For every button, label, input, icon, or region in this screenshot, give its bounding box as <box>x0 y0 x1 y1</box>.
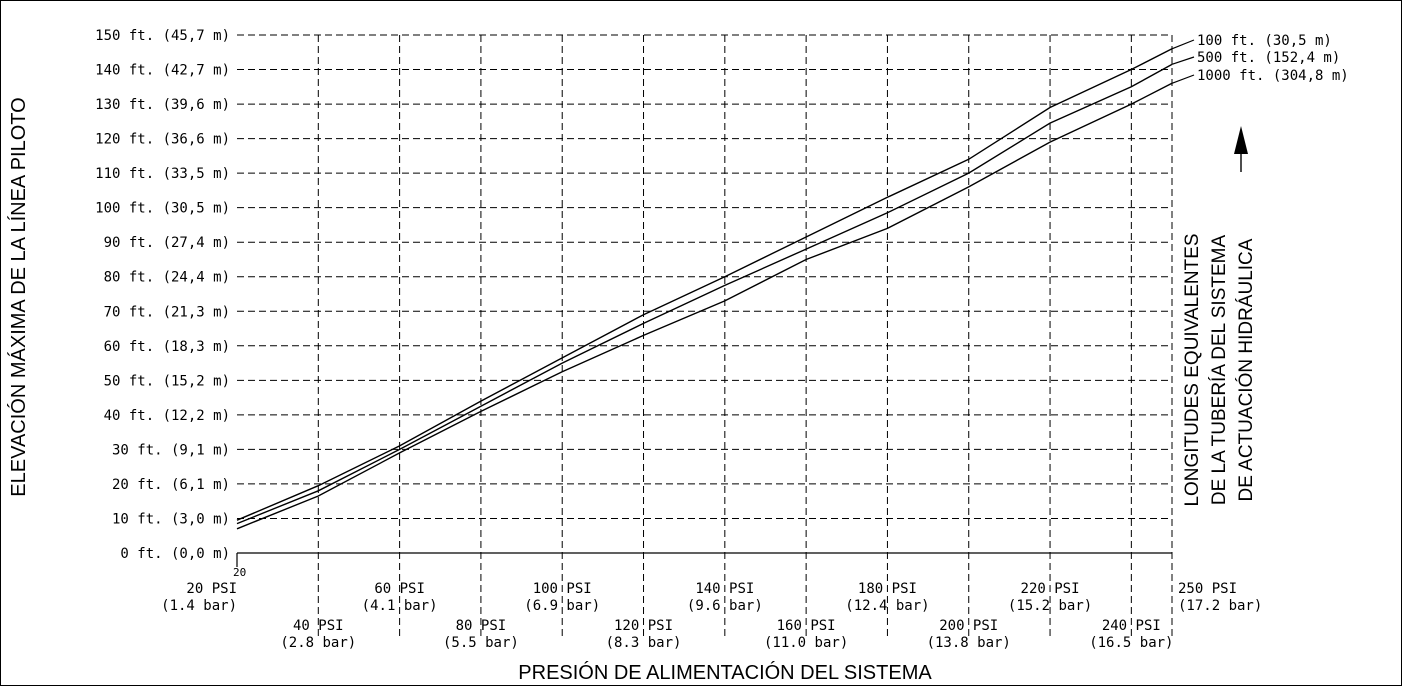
x-axis-title: PRESIÓN DE ALIMENTACIÓN DEL SISTEMA <box>518 661 932 684</box>
y-tick-label: 50 ft. (15,2 m) <box>104 373 230 389</box>
series-leader-line <box>1171 56 1195 65</box>
y-tick-label: 150 ft. (45,7 m) <box>95 28 230 44</box>
stray-label: 20 <box>233 566 246 579</box>
x-tick-bar: (13.8 bar) <box>927 635 1011 651</box>
x-tick-bar: (8.3 bar) <box>606 635 682 651</box>
series-line <box>236 48 1173 521</box>
y-tick-label: 140 ft. (42,7 m) <box>95 63 230 79</box>
series-line <box>236 63 1173 525</box>
x-tick-bar: (5.5 bar) <box>443 635 519 651</box>
series-leader-line <box>1171 74 1195 84</box>
y-tick-label: 10 ft. (3,0 m) <box>112 511 230 527</box>
x-tick-psi: 200 PSI <box>939 618 998 634</box>
series-lines <box>236 48 1173 530</box>
x-tick-labels: 20 PSI(1.4 bar) 40 PSI(2.8 bar) 60 PSI(4.1… <box>161 581 1262 651</box>
y-tick-label: 30 ft. (9,1 m) <box>112 442 230 458</box>
x-tick-bar: (11.0 bar) <box>764 635 848 651</box>
y-tick-label: 60 ft. (18,3 m) <box>104 339 230 355</box>
series-leader-line <box>1171 39 1195 50</box>
y-axis-title: ELEVACIÓN MÁXIMA DE LA LÍNEA PILOTO <box>7 97 30 496</box>
right-title-line-3: DE ACTUACIÓN HIDRÁULICA <box>1235 238 1257 501</box>
x-tick-psi: 100 PSI <box>533 581 592 597</box>
grid <box>237 34 1173 640</box>
x-tick-bar: (2.8 bar) <box>280 635 356 651</box>
x-tick-psi: 160 PSI <box>777 618 836 634</box>
x-tick-psi: 250 PSI <box>1178 581 1237 597</box>
x-tick-bar: (9.6 bar) <box>687 598 763 614</box>
y-tick-label: 90 ft. (27,4 m) <box>104 235 230 251</box>
x-tick-bar: (6.9 bar) <box>524 598 600 614</box>
y-tick-label: 110 ft. (33,5 m) <box>95 166 230 182</box>
y-tick-label: 80 ft. (24,4 m) <box>104 270 230 286</box>
y-tick-label: 0 ft. (0,0 m) <box>120 546 230 562</box>
series-labels: 100 ft. (30,5 m)500 ft. (152,4 m) 1000 ft… <box>1171 33 1349 84</box>
x-tick-psi: 80 PSI <box>456 618 507 634</box>
x-tick-bar: (15.2 bar) <box>1008 598 1092 614</box>
x-tick-bar: (12.4 bar) <box>845 598 929 614</box>
x-tick-psi: 20 PSI <box>186 581 237 597</box>
series-label: 100 ft. (30,5 m) <box>1197 33 1332 49</box>
series-line <box>236 82 1173 530</box>
y-tick-label: 40 ft. (12,2 m) <box>104 408 230 424</box>
x-tick-psi: 120 PSI <box>614 618 673 634</box>
x-tick-psi: 140 PSI <box>695 581 754 597</box>
right-title-line-2: DE LA TUBERÍA DEL SISTEMA <box>1209 235 1230 506</box>
series-label: 1000 ft. (304,8 m) <box>1197 68 1349 84</box>
up-arrow-icon <box>1234 126 1248 172</box>
right-axis-title: LONGITUDES EQUIVALENTES DE LA TUBERÍA DE… <box>1182 233 1257 506</box>
y-tick-labels: 0 ft. (0,0 m) 10 ft. (3,0 m) 20 ft. (6,1 m… <box>95 28 230 562</box>
x-tick-bar: (1.4 bar) <box>161 598 237 614</box>
axes <box>236 552 1172 567</box>
x-tick-bar: (4.1 bar) <box>362 598 438 614</box>
x-tick-bar: (16.5 bar) <box>1089 635 1173 651</box>
y-tick-label: 20 ft. (6,1 m) <box>112 477 230 493</box>
y-tick-label: 120 ft. (36,6 m) <box>95 132 230 148</box>
y-tick-label: 100 ft. (30,5 m) <box>95 201 230 217</box>
right-title-line-1: LONGITUDES EQUIVALENTES <box>1182 233 1203 506</box>
x-tick-bar: (17.2 bar) <box>1178 598 1262 614</box>
x-tick-psi: 220 PSI <box>1021 581 1080 597</box>
x-tick-psi: 40 PSI <box>293 618 344 634</box>
y-tick-label: 130 ft. (39,6 m) <box>95 97 230 113</box>
x-tick-psi: 180 PSI <box>858 581 917 597</box>
y-tick-label: 70 ft. (21,3 m) <box>104 304 230 320</box>
x-tick-psi: 60 PSI <box>374 581 425 597</box>
x-tick-psi: 240 PSI <box>1102 618 1161 634</box>
series-label: 500 ft. (152,4 m) <box>1197 50 1340 66</box>
